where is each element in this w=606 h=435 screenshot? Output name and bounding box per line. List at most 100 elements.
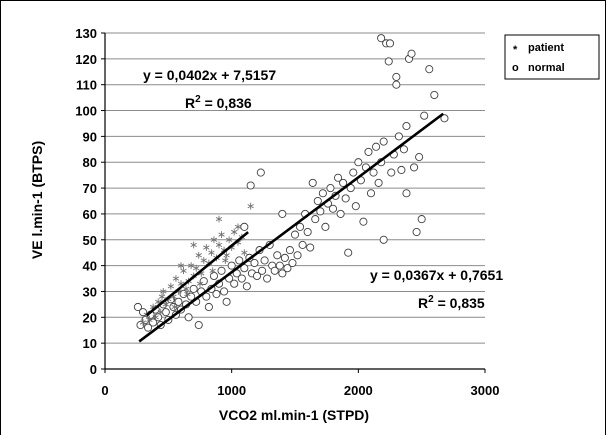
data-point-normal — [278, 269, 287, 278]
data-point-normal — [308, 178, 317, 187]
data-point-normal — [260, 256, 269, 265]
data-point-normal — [384, 57, 393, 66]
data-point-patient — [182, 285, 190, 293]
data-point-normal — [402, 189, 411, 198]
normal-r2: R2 = 0,835 — [418, 294, 485, 311]
x-tick-label: 1000 — [217, 383, 246, 398]
data-point-patient — [195, 251, 202, 259]
data-point-normal — [250, 258, 259, 268]
data-point-patient — [193, 264, 200, 272]
trendline-normal — [138, 112, 444, 343]
data-point-normal — [377, 34, 386, 43]
data-point-normal — [278, 209, 287, 218]
data-point-normal — [394, 132, 403, 141]
y-tick-label: 50 — [83, 233, 97, 248]
data-point-normal — [379, 137, 388, 146]
data-point-normal — [202, 292, 211, 301]
data-point-patient — [162, 300, 169, 308]
data-point-normal — [290, 230, 300, 239]
data-point-normal — [303, 227, 312, 237]
data-point-normal — [288, 258, 297, 268]
data-point-normal — [354, 158, 363, 167]
data-point-patient — [215, 241, 223, 249]
x-tick-label: 3000 — [471, 383, 500, 398]
data-point-patient — [184, 290, 191, 298]
data-point-normal — [275, 261, 284, 270]
x-axis-title: VCO2 ml.min-1 (STPD) — [219, 407, 369, 423]
data-point-normal — [258, 266, 267, 275]
data-point-patient — [190, 241, 197, 249]
data-point-normal — [222, 297, 231, 306]
data-point-normal — [316, 207, 325, 216]
data-point-patient — [223, 251, 230, 259]
data-point-patient — [160, 288, 167, 295]
legend-patient-marker: * — [513, 44, 518, 56]
data-point-normal — [298, 240, 307, 249]
data-point-normal — [240, 264, 249, 273]
patient-r2: R2 = 0,836 — [185, 94, 252, 111]
normal-r2-value: = 0,835 — [434, 295, 485, 311]
data-point-normal — [293, 251, 302, 260]
data-point-normal — [374, 178, 383, 187]
data-point-normal — [341, 194, 350, 203]
data-point-normal — [133, 302, 142, 312]
data-point-patient — [247, 202, 254, 210]
data-point-normal — [364, 147, 373, 156]
y-axis-title: VE l.min-1 (BTPS) — [29, 141, 45, 259]
data-point-patient — [222, 257, 229, 264]
data-point-normal — [189, 284, 198, 293]
data-point-normal — [217, 266, 226, 275]
y-tick-label: 10 — [83, 336, 97, 351]
y-tick-label: 110 — [76, 78, 97, 93]
data-point-normal — [321, 222, 330, 231]
data-point-normal — [369, 168, 378, 177]
legend-box — [504, 34, 600, 80]
data-point-normal — [235, 256, 244, 265]
x-tick-label: 2000 — [344, 383, 373, 398]
data-point-normal — [328, 204, 338, 213]
data-point-normal — [415, 153, 424, 162]
y-tick-label: 100 — [75, 104, 97, 119]
data-point-patient — [208, 249, 215, 257]
data-point-normal — [273, 251, 282, 260]
data-point-normal — [366, 189, 376, 198]
data-point-normal — [144, 323, 153, 332]
data-point-normal — [399, 145, 408, 154]
data-point-normal — [256, 168, 265, 177]
data-point-normal — [334, 173, 343, 182]
data-point-normal — [242, 282, 251, 291]
data-point-patient — [215, 215, 223, 223]
data-point-normal — [397, 165, 406, 175]
data-point-patient — [157, 308, 164, 316]
data-point-normal — [227, 261, 236, 270]
data-point-patient — [171, 303, 178, 311]
x-tick-labels: 0 1000 2000 3000 — [101, 369, 499, 398]
data-point-normal — [326, 184, 335, 193]
normal-r2-label: R — [418, 295, 428, 311]
data-point-patient — [218, 231, 225, 238]
data-point-normal — [161, 308, 170, 317]
legend-patient-label: patient — [528, 42, 564, 54]
y-tick-label: 80 — [83, 155, 97, 170]
data-point-normal — [430, 90, 439, 100]
data-point-normal — [349, 168, 358, 177]
data-point-normal — [313, 196, 322, 206]
data-point-normal — [336, 209, 345, 218]
data-point-normal — [169, 302, 178, 312]
data-point-patient — [231, 228, 238, 236]
data-point-patient — [209, 267, 216, 275]
data-point-normal — [285, 246, 294, 255]
data-point-normal — [283, 264, 292, 273]
data-point-patient — [234, 223, 242, 231]
data-point-normal — [351, 202, 360, 211]
data-point-normal — [194, 321, 203, 330]
data-point-normal — [306, 243, 315, 252]
data-point-normal — [230, 279, 239, 288]
data-point-patient — [172, 275, 180, 282]
data-point-normal — [237, 274, 246, 283]
data-point-patient — [210, 236, 218, 244]
y-tick-label: 70 — [83, 181, 97, 196]
data-point-normal — [252, 271, 262, 281]
data-point-patient — [225, 236, 233, 244]
